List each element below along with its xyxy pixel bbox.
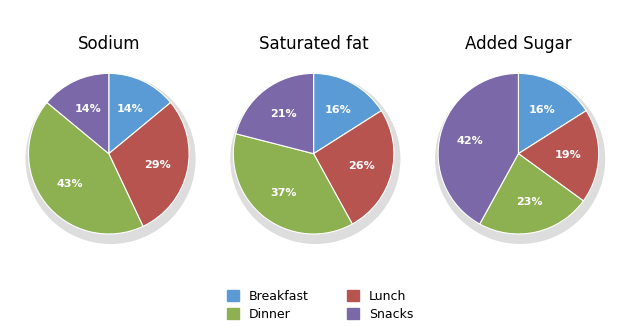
Ellipse shape [435, 74, 605, 244]
Wedge shape [109, 102, 189, 226]
Text: 23%: 23% [516, 197, 543, 207]
Wedge shape [47, 73, 109, 154]
Wedge shape [518, 111, 598, 201]
Text: 29%: 29% [144, 160, 171, 169]
Text: 37%: 37% [270, 188, 296, 198]
Ellipse shape [26, 74, 196, 244]
Wedge shape [234, 134, 352, 234]
Text: 43%: 43% [56, 179, 83, 189]
Text: 21%: 21% [270, 110, 296, 119]
Wedge shape [109, 73, 171, 154]
Text: 19%: 19% [555, 150, 582, 160]
Text: 26%: 26% [348, 161, 375, 171]
Text: 14%: 14% [116, 104, 143, 114]
Legend: Breakfast, Dinner, Lunch, Snacks: Breakfast, Dinner, Lunch, Snacks [227, 290, 413, 321]
Wedge shape [518, 73, 586, 154]
Wedge shape [236, 73, 314, 154]
Title: Saturated fat: Saturated fat [259, 35, 369, 53]
Text: 16%: 16% [324, 105, 351, 115]
Text: 16%: 16% [529, 105, 556, 115]
Title: Sodium: Sodium [77, 35, 140, 53]
Wedge shape [314, 111, 394, 224]
Wedge shape [314, 73, 381, 154]
Ellipse shape [230, 74, 401, 244]
Wedge shape [480, 154, 583, 234]
Text: 14%: 14% [74, 104, 101, 114]
Wedge shape [29, 102, 143, 234]
Title: Added Sugar: Added Sugar [465, 35, 572, 53]
Text: 42%: 42% [457, 136, 484, 146]
Wedge shape [438, 73, 518, 224]
